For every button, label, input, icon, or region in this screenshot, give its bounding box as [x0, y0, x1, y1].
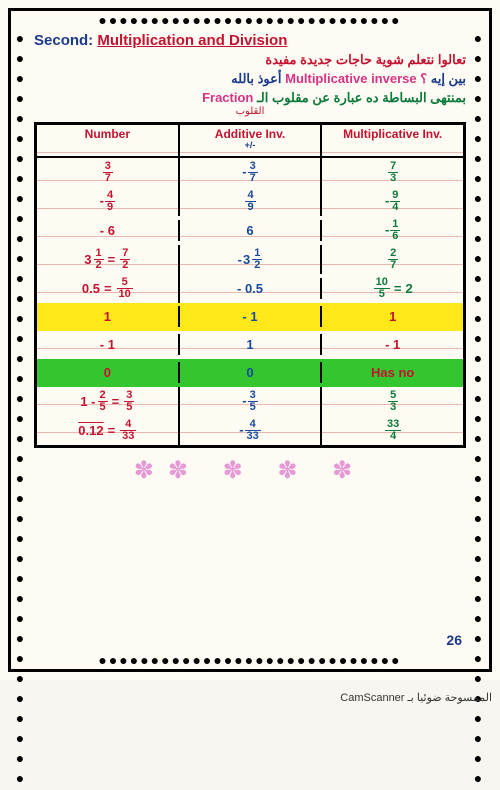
table-row: 00Has no: [37, 359, 463, 387]
col-additive: Additive Inv.+/-: [180, 125, 323, 156]
h1s: +/-: [180, 141, 321, 150]
line-3: بين إيه ؟ Multiplicative inverse أعوذ با…: [34, 70, 466, 88]
table-cell: - 1: [180, 306, 323, 327]
table-cell: 6: [180, 220, 323, 241]
line-2: تعالوا نتعلم شوية حاجات جديدة مفيدة: [34, 51, 466, 69]
table-cell: 105=2: [322, 274, 463, 303]
table-cell: 27: [322, 245, 463, 274]
border-dots-right: ●●●●●●●●●●●●●●●●●●●●●●●●●●●●●●●●●●●●●●: [472, 30, 486, 650]
table-row: 37-3773: [37, 158, 463, 187]
scanner-footer: الممسوحة ضوئيا بـ CamScanner: [340, 691, 492, 704]
heading: Second: Multiplication and Division: [34, 32, 466, 49]
line4-a: بمنتهى البساطة ده عبارة عن مقلوب الـ: [257, 90, 466, 105]
table-cell: - 1: [37, 334, 180, 355]
table-cell: -433: [180, 416, 323, 445]
table-cell: 1: [180, 334, 323, 355]
table-row: 0.12=433-433334: [37, 416, 463, 445]
table-cell: - 0.5: [180, 278, 323, 299]
table-cell: 53: [322, 387, 463, 416]
table-cell: -312: [180, 245, 323, 274]
line4-b: Fraction: [202, 90, 253, 105]
table-cell: -49: [37, 187, 180, 216]
table-cell: 312=72: [37, 245, 180, 274]
table-body: 37-3773-4949-94- 66-16312=72-312270.5=51…: [37, 158, 463, 445]
table-row: 1 - 25=35-3553: [37, 387, 463, 416]
table-cell: 0: [180, 362, 323, 383]
table-row: - 11- 1: [37, 331, 463, 359]
table-cell: 0.12=433: [37, 416, 180, 445]
table-cell: 0: [37, 362, 180, 383]
table-cell: 49: [180, 187, 323, 216]
border-dots-left: ●●●●●●●●●●●●●●●●●●●●●●●●●●●●●●●●●●●●●●: [14, 30, 28, 650]
border-dots-top: ●●●●●●●●●●●●●●●●●●●●●●●●●●●●●: [20, 12, 480, 28]
table-cell: -16: [322, 216, 463, 245]
table-cell: 334: [322, 416, 463, 445]
table-cell: 1 - 25=35: [37, 387, 180, 416]
col-multiplicative: Multiplicative Inv.: [322, 125, 463, 156]
h1: Additive Inv.: [215, 127, 285, 141]
table-head: Number Additive Inv.+/- Multiplicative I…: [37, 125, 463, 158]
table-row: - 66-16: [37, 216, 463, 245]
table-row: -4949-94: [37, 187, 463, 216]
table-cell: - 1: [322, 334, 463, 355]
table-cell: -94: [322, 187, 463, 216]
table-cell: 1: [322, 306, 463, 327]
table-cell: -37: [180, 158, 323, 187]
h2: Multiplicative Inv.: [343, 127, 442, 141]
table-cell: 0.5=510: [37, 274, 180, 303]
h0: Number: [85, 127, 130, 141]
page-number: 26: [446, 632, 462, 648]
content: Second: Multiplication and Division تعال…: [34, 32, 466, 648]
table-row: 312=72-31227: [37, 245, 463, 274]
border-dots-bottom: ●●●●●●●●●●●●●●●●●●●●●●●●●●●●●: [20, 652, 480, 668]
flower-icons: ✽✽ ✽ ✽ ✽: [34, 456, 466, 485]
heading-title: Multiplication and Division: [97, 32, 287, 49]
line3-c: أعوذ بالله: [231, 71, 281, 86]
inverse-table: Number Additive Inv.+/- Multiplicative I…: [34, 122, 466, 448]
heading-prefix: Second:: [34, 32, 93, 49]
table-cell: Has no: [322, 362, 463, 383]
col-number: Number: [37, 125, 180, 156]
table-cell: -35: [180, 387, 323, 416]
line3-a: بين إيه: [431, 71, 466, 86]
line3-b: ؟ Multiplicative inverse: [285, 71, 427, 86]
table-row: 0.5=510- 0.5105=2: [37, 274, 463, 303]
line-4: بمنتهى البساطة ده عبارة عن مقلوب الـ Fra…: [34, 89, 466, 107]
table-cell: 1: [37, 306, 180, 327]
line-5: القلوب: [34, 108, 466, 116]
table-cell: 37: [37, 158, 180, 187]
page: ●●●●●●●●●●●●●●●●●●●●●●●●●●●●● ●●●●●●●●●●…: [0, 0, 500, 680]
table-row: 1- 11: [37, 303, 463, 331]
table-cell: 73: [322, 158, 463, 187]
table-cell: - 6: [37, 220, 180, 241]
